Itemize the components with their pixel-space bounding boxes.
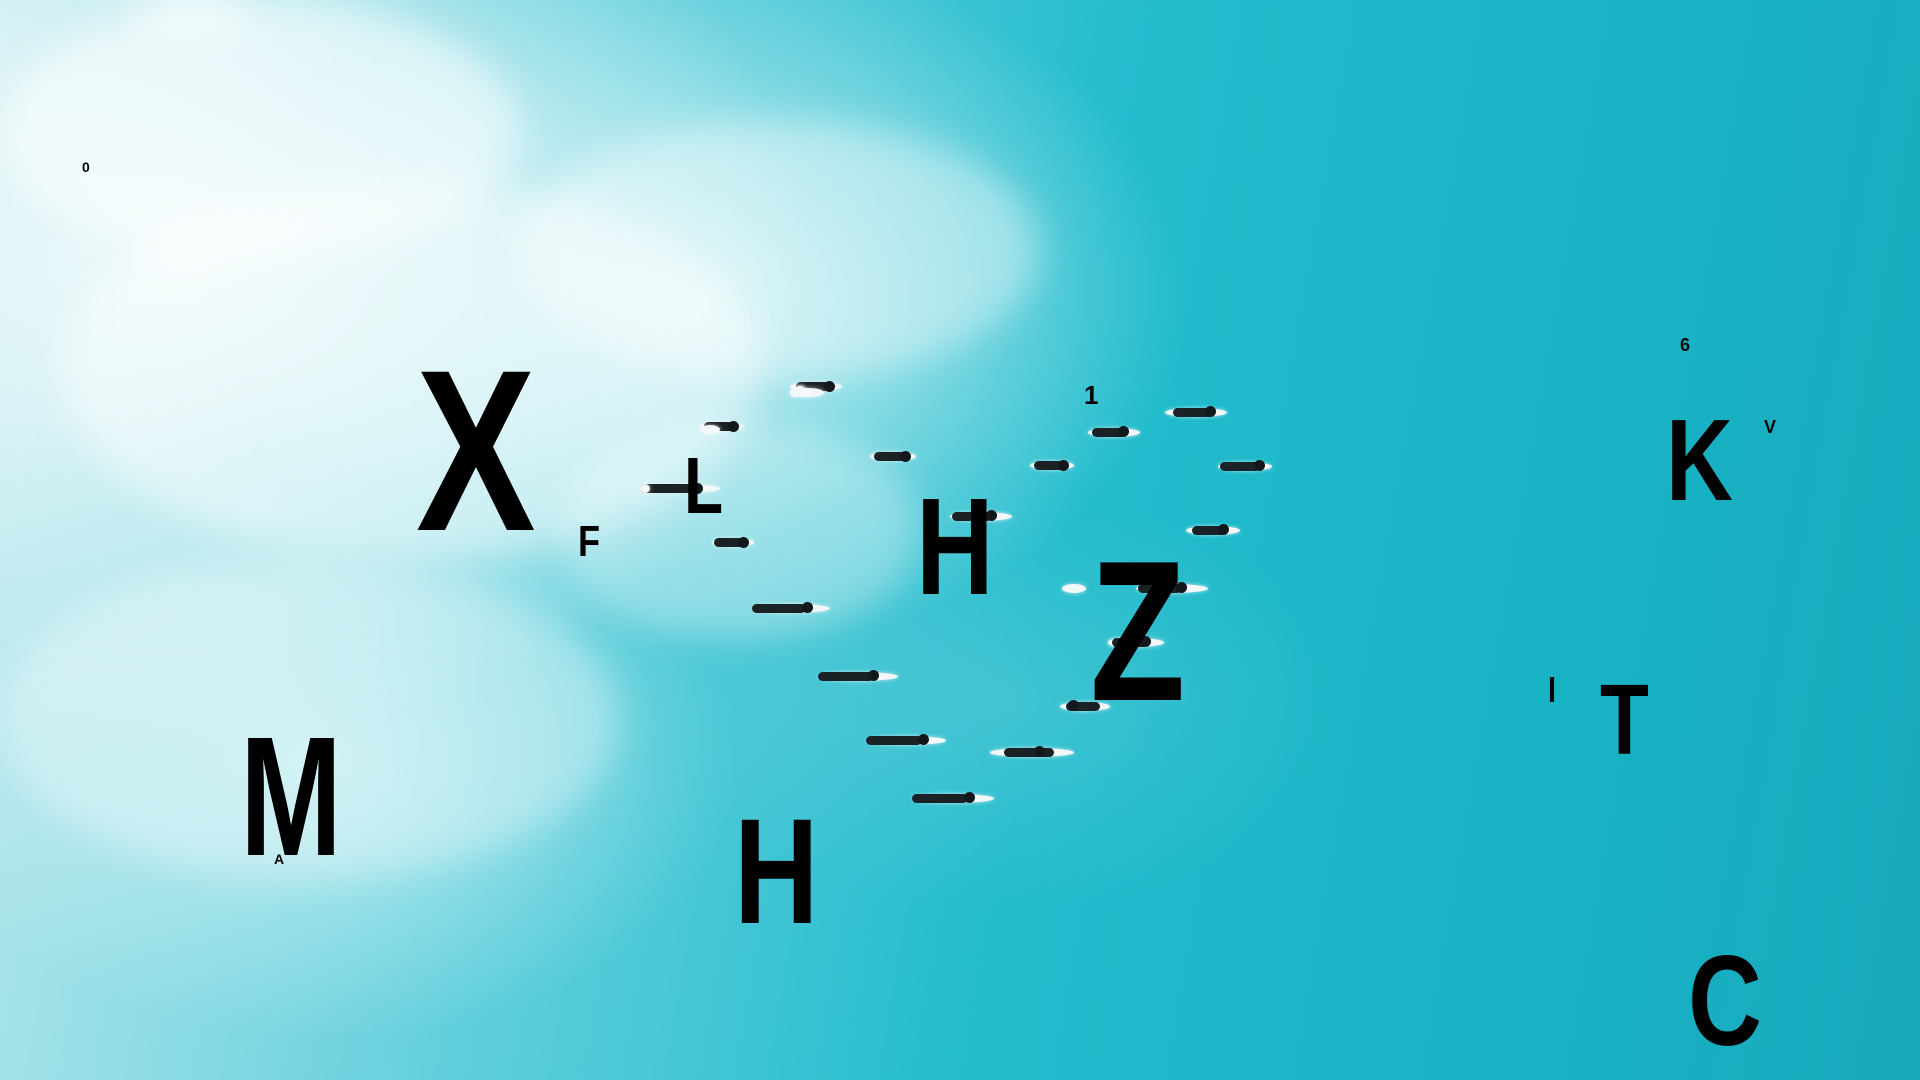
foam-patch — [560, 420, 920, 640]
foam-patch — [60, 180, 760, 560]
glyph-l: L — [684, 441, 724, 530]
glyph-k: K — [1666, 395, 1734, 525]
glyph-0: 0 — [82, 159, 90, 175]
glyph-1: 1 — [1084, 380, 1099, 410]
foam-patch — [130, 0, 250, 30]
glyph-c: C — [1688, 930, 1762, 1073]
glyph-i: I — [1548, 669, 1557, 710]
glyph-h-upper: H — [916, 470, 994, 624]
glyph-t: T — [1600, 664, 1649, 776]
foam-patch — [0, 560, 620, 880]
foam-patch — [520, 120, 1040, 380]
glyph-v: V — [1764, 417, 1777, 437]
foam-patch — [0, 0, 520, 260]
glyph-x: X — [416, 322, 536, 579]
glyph-f: F — [578, 517, 601, 566]
glyph-h-lower: H — [734, 787, 819, 955]
glyph-6: 6 — [1680, 335, 1691, 355]
glyph-a: A — [274, 851, 285, 867]
glyph-z: Z — [1090, 520, 1186, 743]
glyph-m: M — [240, 702, 342, 892]
